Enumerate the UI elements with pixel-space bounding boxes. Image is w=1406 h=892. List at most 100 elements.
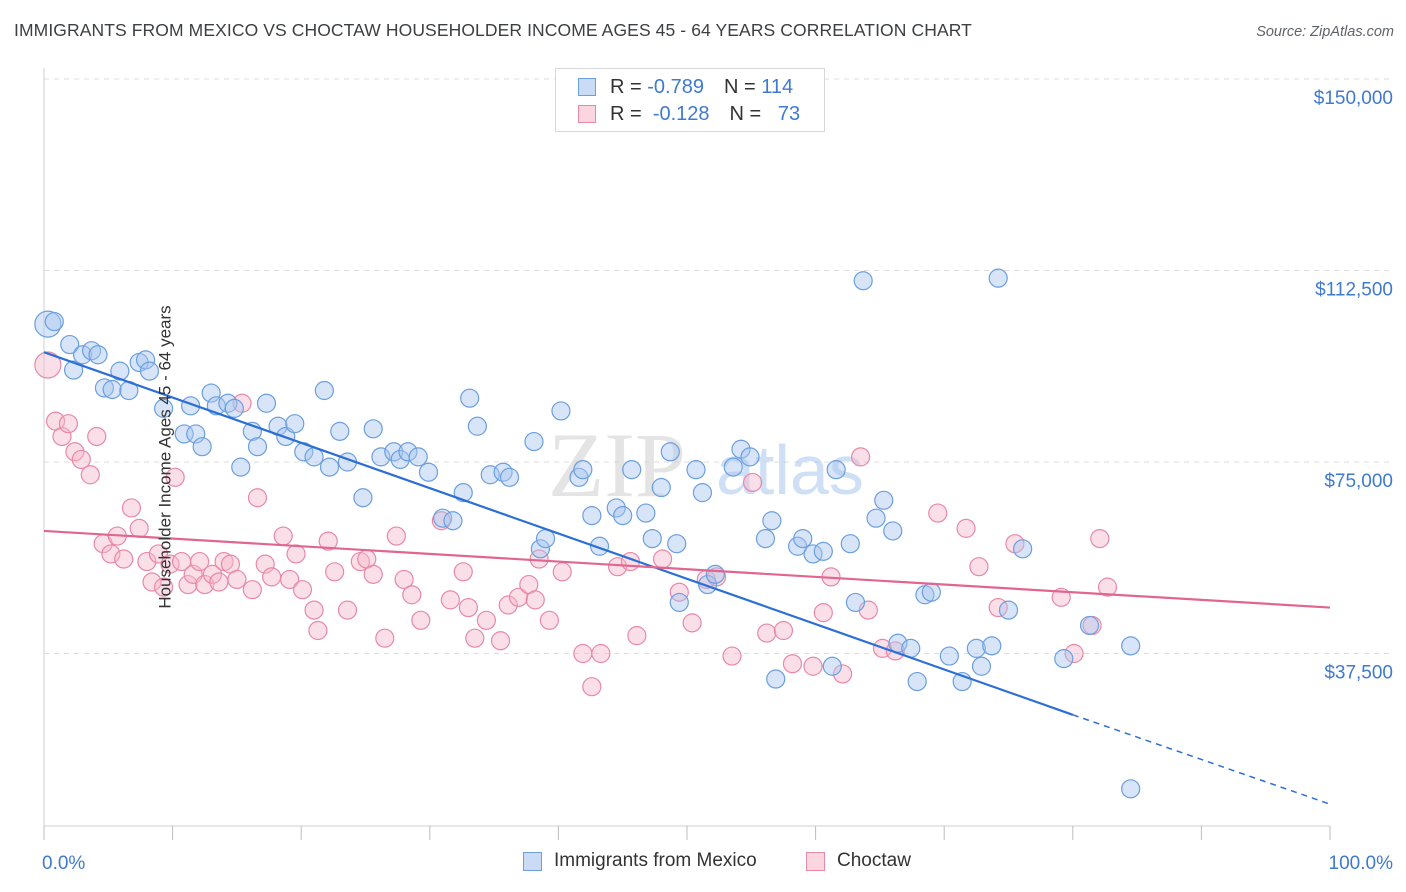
watermark-atlas: atlas — [716, 431, 864, 509]
mexico-point — [314, 380, 334, 401]
choctaw-point — [142, 572, 162, 592]
choctaw-point — [742, 472, 763, 493]
legend-r-value: -0.789 — [647, 75, 704, 98]
choctaw-point — [273, 526, 293, 546]
mexico-point — [982, 636, 1002, 656]
mexico-point — [88, 345, 108, 365]
mexico-point — [1054, 649, 1074, 669]
mexico-point — [72, 345, 93, 365]
mexico-point — [453, 483, 473, 503]
mexico-point — [1079, 615, 1100, 636]
choctaw-point — [757, 623, 777, 643]
choctaw-point — [87, 426, 107, 447]
y-tick-label: $112,500 — [1315, 280, 1393, 301]
choctaw-point — [782, 654, 803, 674]
bottom-legend-label-choctaw: Choctaw — [837, 850, 911, 871]
bottom-legend-swatch-choctaw — [806, 851, 825, 871]
x-tick-label: 100.0% — [1329, 853, 1394, 874]
legend-n-value: 114 — [761, 75, 794, 98]
mexico-point — [60, 334, 80, 355]
choctaw-point — [582, 677, 602, 697]
mexico-point — [371, 447, 391, 467]
mexico-point — [866, 508, 886, 528]
mexico-point — [493, 462, 513, 482]
choctaw-point — [591, 643, 611, 664]
choctaw-point — [202, 564, 223, 584]
mexico-point — [606, 498, 626, 518]
mexico-point — [201, 383, 221, 403]
mexico-point — [642, 528, 662, 549]
legend-swatch-mexico — [578, 78, 596, 96]
choctaw-point — [813, 603, 833, 623]
choctaw-point — [508, 587, 529, 607]
mexico-point — [224, 398, 244, 418]
mexico-point — [353, 488, 373, 508]
mexico-point — [998, 600, 1019, 620]
axes — [43, 68, 1331, 840]
legend-n-label: N = — [729, 102, 762, 125]
choctaw-point — [956, 518, 976, 538]
legend-n-value: 73 — [777, 102, 801, 125]
choctaw-point — [304, 600, 324, 620]
choctaw-point — [114, 549, 134, 569]
choctaw-point — [101, 544, 121, 564]
choctaw-point — [833, 664, 853, 684]
mexico-points — [34, 268, 1141, 799]
chart-title: IMMIGRANTS FROM MEXICO VS CHOCTAW HOUSEH… — [14, 20, 972, 40]
mexico-point — [330, 421, 350, 441]
mexico-point — [174, 424, 194, 444]
choctaw-point — [227, 569, 247, 590]
mexico-point — [192, 437, 212, 457]
mexico-point — [822, 656, 842, 676]
bottom-legend-swatch-mexico — [523, 851, 542, 871]
choctaw-point — [1097, 577, 1118, 597]
y-tick-label: $37,500 — [1324, 663, 1393, 684]
mexico-point — [845, 592, 866, 613]
legend-n-label: N = — [723, 75, 756, 98]
choctaw-point — [160, 554, 180, 574]
mexico-point — [921, 582, 941, 602]
mexico-point — [102, 379, 122, 400]
choctaw-point — [773, 620, 794, 641]
mexico-point — [363, 419, 383, 439]
choctaw-point — [627, 626, 647, 646]
y-tick-label: $75,000 — [1324, 471, 1393, 492]
mexico-point — [853, 271, 873, 291]
choctaw-point — [386, 526, 406, 546]
choctaw-point — [525, 590, 545, 610]
source-label: Source: ZipAtlas.com — [1256, 24, 1394, 40]
mexico-trend-line — [43, 351, 1074, 716]
legend-r-label: R = — [610, 102, 642, 125]
bottom-legend-choctaw: Choctaw — [806, 850, 911, 872]
choctaw-point — [363, 564, 383, 584]
choctaw-point — [1090, 528, 1110, 549]
choctaw-point — [573, 643, 593, 664]
mexico-point — [988, 268, 1008, 288]
legend-row-choctaw: R = -0.128 N = 73 — [578, 101, 800, 127]
mexico-point — [231, 457, 251, 477]
choctaw-point — [190, 551, 210, 572]
mexico-point — [883, 521, 903, 541]
mexico-point — [740, 447, 760, 467]
choctaw-point — [394, 569, 414, 590]
x-tick-label: 0.0% — [42, 853, 85, 874]
legend-r-label: R = — [610, 75, 642, 98]
choctaw-point — [885, 641, 905, 661]
legend: R = -0.789 N = 114 R = -0.128 N = 73 — [555, 68, 825, 132]
mexico-point — [467, 416, 487, 436]
choctaw-points — [34, 351, 1118, 697]
mexico-point — [705, 564, 725, 584]
mexico-point — [793, 528, 813, 549]
mexico-point — [285, 414, 305, 434]
mexico-point — [1013, 539, 1033, 559]
mexico-point — [94, 378, 115, 398]
mexico-point — [582, 506, 602, 526]
legend-r-value: -0.128 — [652, 102, 710, 125]
mexico-point — [1121, 636, 1141, 656]
legend-swatch-choctaw — [578, 105, 596, 123]
choctaw-point — [153, 577, 174, 597]
choctaw-point — [440, 590, 460, 610]
choctaw-point — [195, 574, 215, 595]
mexico-point — [398, 442, 418, 462]
